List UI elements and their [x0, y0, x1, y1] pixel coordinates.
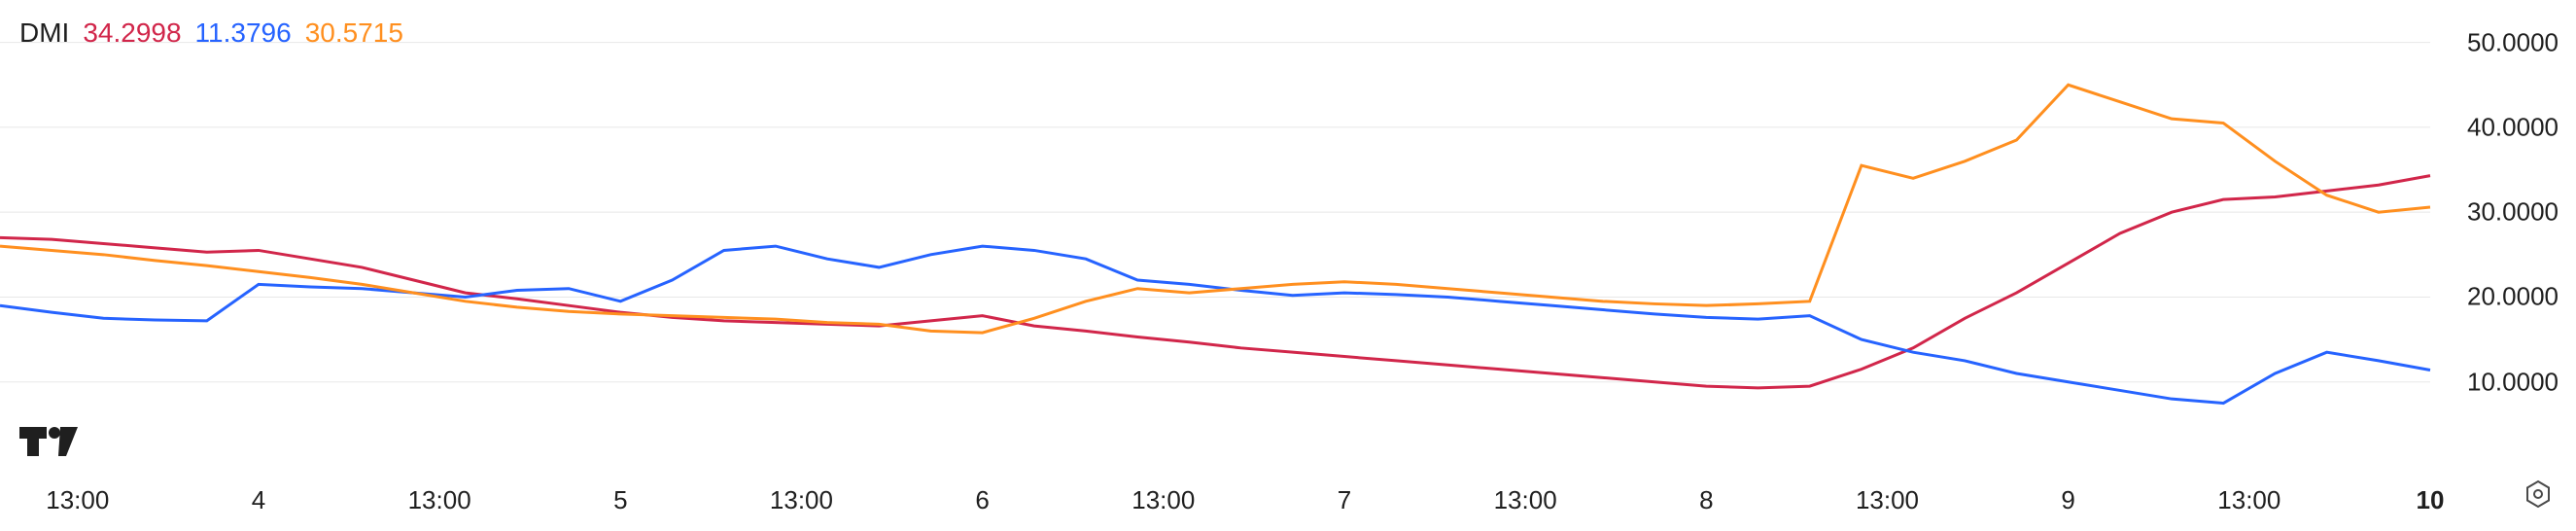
x-tick-label: 7 — [1338, 485, 1351, 515]
dmi-chart-panel: DMI 34.2998 11.3796 30.5715 10.0000 20.00… — [0, 0, 2576, 531]
x-tick-label: 13:00 — [2217, 485, 2280, 515]
y-tick-label: 40.0000 — [2467, 112, 2559, 142]
legend-value-plus-di: 34.2998 — [83, 18, 181, 49]
y-tick-label: 50.0000 — [2467, 27, 2559, 57]
x-tick-label: 8 — [1699, 485, 1713, 515]
series-adx — [0, 85, 2430, 333]
y-tick-label: 20.0000 — [2467, 282, 2559, 312]
y-tick-label: 10.0000 — [2467, 367, 2559, 397]
x-tick-label: 13:00 — [1856, 485, 1919, 515]
y-tick-label: 30.0000 — [2467, 197, 2559, 228]
series-minus_di — [0, 246, 2430, 403]
x-tick-label: 5 — [613, 485, 627, 515]
indicator-legend[interactable]: DMI 34.2998 11.3796 30.5715 — [19, 18, 403, 49]
legend-value-minus-di: 11.3796 — [195, 18, 292, 49]
chart-plot-area[interactable] — [0, 0, 2576, 531]
x-tick-label: 13:00 — [770, 485, 833, 515]
legend-value-adx: 30.5715 — [305, 18, 403, 49]
tradingview-logo[interactable] — [19, 427, 78, 463]
x-tick-label: 13:00 — [1131, 485, 1195, 515]
x-tick-label: 9 — [2061, 485, 2074, 515]
x-tick-label: 13:00 — [1494, 485, 1557, 515]
x-tick-label: 6 — [975, 485, 989, 515]
indicator-name: DMI — [19, 18, 69, 49]
x-tick-label: 13:00 — [46, 485, 109, 515]
series-plus_di — [0, 176, 2430, 388]
axis-settings-icon[interactable] — [2524, 479, 2553, 513]
x-tick-label: 4 — [252, 485, 265, 515]
x-tick-label: 10 — [2417, 485, 2445, 515]
x-tick-label: 13:00 — [408, 485, 471, 515]
